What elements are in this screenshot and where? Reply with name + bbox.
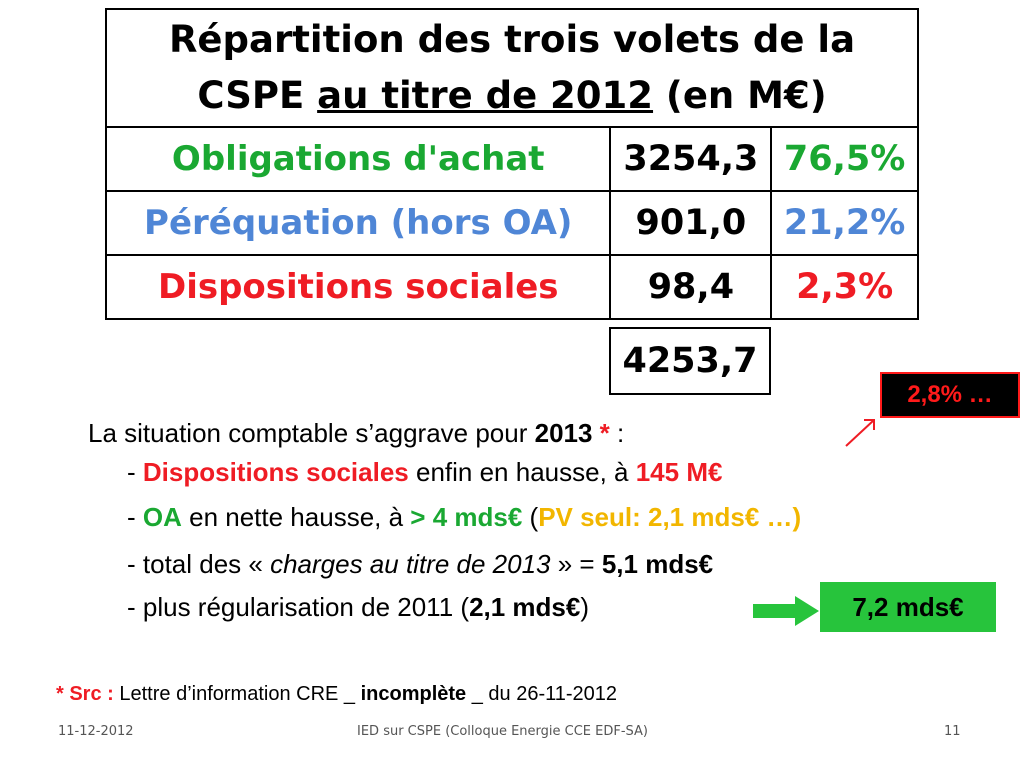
cspe-table: Répartition des trois volets de la CSPE … xyxy=(104,8,919,320)
table-row: Dispositions sociales 98,4 2,3% xyxy=(104,254,919,320)
title-line-1: Répartition des trois volets de la xyxy=(168,18,856,61)
table-row: Péréquation (hors OA) 901,0 21,2% xyxy=(104,190,919,256)
text-line-situation: La situation comptable s’aggrave pour 20… xyxy=(88,418,625,448)
table-row: Obligations d'achat 3254,3 76,5% xyxy=(104,126,919,192)
table-total: 4253,7 xyxy=(609,327,771,395)
footer-title: IED sur CSPE (Colloque Energie CCE EDF-S… xyxy=(357,724,649,739)
row-label: Péréquation (hors OA) xyxy=(104,190,612,256)
footer-date: 11-12-2012 xyxy=(58,724,134,739)
table-title: Répartition des trois volets de la CSPE … xyxy=(105,8,919,128)
source-note: * Src : Lettre d’information CRE _ incom… xyxy=(56,683,618,705)
text-line-total: - total des « charges au titre de 2013 »… xyxy=(127,549,714,579)
row-value: 98,4 xyxy=(609,254,773,320)
row-percent: 2,3% xyxy=(770,254,919,320)
text-line-regularisation: - plus régularisation de 2011 (2,1 mds€) xyxy=(127,592,590,622)
row-label: Dispositions sociales xyxy=(104,254,612,320)
text-line-dispositions: - Dispositions sociales enfin en hausse,… xyxy=(127,457,723,487)
result-total: 7,2 mds€ xyxy=(820,582,996,632)
increase-badge: 2,8% … xyxy=(880,372,1020,418)
green-arrow-icon xyxy=(753,596,819,626)
row-value: 901,0 xyxy=(609,190,773,256)
row-value: 3254,3 xyxy=(609,126,773,192)
footer-page-number: 11 xyxy=(944,724,961,739)
row-percent: 21,2% xyxy=(770,190,919,256)
text-line-oa: - OA en nette hausse, à > 4 mds€ (PV seu… xyxy=(127,502,802,532)
title-line-2: CSPE au titre de 2012 (en M€) xyxy=(197,74,827,117)
row-label: Obligations d'achat xyxy=(104,126,612,192)
row-percent: 76,5% xyxy=(770,126,919,192)
red-arrow-icon xyxy=(845,419,875,447)
